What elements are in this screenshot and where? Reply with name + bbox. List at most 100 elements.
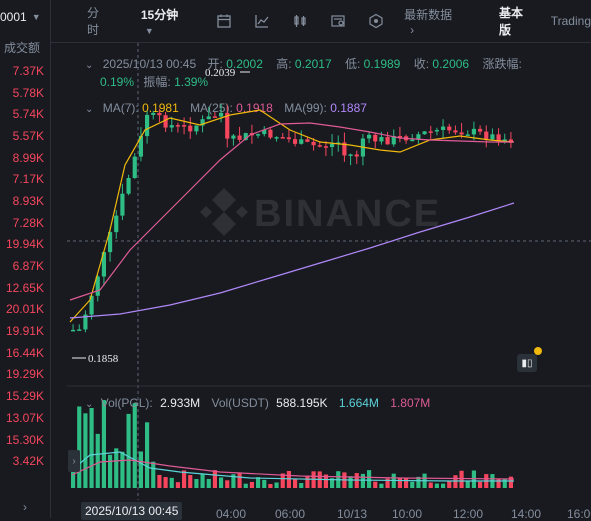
volume-info: ⌄ Vol(PGL): 2.933M Vol(USDT) 588.195K 1.… <box>85 396 430 410</box>
high-value: 0.2017 <box>294 57 332 71</box>
interval-selector[interactable]: 15分钟 ▼ <box>141 6 194 37</box>
candle-body <box>175 125 180 127</box>
chart-panel-toggle[interactable]: ▮▯ <box>517 354 537 372</box>
indicator-settings-icon[interactable] <box>330 13 346 29</box>
volume-list-item: 5.57K <box>12 128 44 143</box>
chevron-right-icon: › <box>410 22 415 37</box>
volume-list-item: 12.65K <box>5 280 44 295</box>
ma7-value: 0.1981 <box>142 101 179 115</box>
change-label: 涨跌幅: <box>482 57 522 71</box>
candle-body <box>354 154 359 157</box>
time-tick: 10:00 <box>392 507 423 521</box>
ma7-label: MA(7): <box>102 101 139 115</box>
candle-body <box>219 112 224 117</box>
chevron-down-icon[interactable]: ⌄ <box>85 104 94 115</box>
volume-bar <box>348 476 353 488</box>
hexagon-settings-icon[interactable] <box>368 13 384 29</box>
volume-bar <box>77 406 82 488</box>
volume-list-item: 5.78K <box>12 85 44 100</box>
volume-list-item: 8.93K <box>12 193 44 208</box>
chevron-right-icon[interactable]: › <box>23 500 27 514</box>
vol-ma-b-value: 1.807M <box>390 396 431 410</box>
vol-ma-b-line <box>71 459 515 480</box>
amplitude-label: 振幅: <box>143 75 171 89</box>
ma25-value: 0.1918 <box>236 101 273 115</box>
volume-list-item: 7.17K <box>12 172 44 187</box>
candle-body <box>373 134 378 142</box>
candlestick-icon[interactable] <box>292 13 308 29</box>
chart-toolbar: 分时 15分钟 ▼ 最新数据 › 基本版 Trading <box>51 0 591 43</box>
volume-bar <box>89 408 94 488</box>
candle-body <box>120 193 125 216</box>
volume-bar <box>219 477 224 488</box>
volume-bar <box>120 451 125 488</box>
candle-body <box>89 295 94 315</box>
candle-body <box>108 232 113 253</box>
line-chart-icon[interactable] <box>254 13 270 29</box>
tab-tradingview[interactable]: Trading <box>550 14 591 28</box>
volume-list-item: 5.74K <box>12 107 44 122</box>
calendar-icon[interactable] <box>216 13 232 29</box>
volume-list-item: 8.99K <box>12 150 44 165</box>
low-marker: 0.1858 <box>88 353 119 365</box>
watermark-text: BINANCE <box>254 193 441 235</box>
volume-bar <box>95 433 100 488</box>
candle-body <box>385 136 390 145</box>
candle-body <box>151 112 156 115</box>
volume-list-item: 19.29K <box>5 367 44 382</box>
candle-body <box>441 126 446 130</box>
vol-ma-a-value: 1.664M <box>338 396 379 410</box>
latest-data-label: 最新数据 <box>404 7 453 22</box>
candle-body <box>126 178 131 194</box>
left-volume-panel: 0001 ▼ 成交额 7.37K 5.78K 5.74K 5.57K 8.99K 7.17… <box>0 0 51 518</box>
volume-bar <box>256 477 261 488</box>
ma99-value: 0.1887 <box>330 101 367 115</box>
candle-body <box>367 134 372 139</box>
candle-body <box>508 139 513 143</box>
volume-bar <box>305 475 310 488</box>
candle-body <box>484 131 489 140</box>
chevron-down-icon: ▼ <box>31 12 41 22</box>
high-marker: 0.2039 <box>205 67 236 79</box>
vol-value: 2.933M <box>160 396 201 410</box>
volume-bar <box>453 475 458 488</box>
symbol-selector[interactable]: 0001 ▼ <box>0 0 50 34</box>
candle-body <box>188 125 193 132</box>
ma-lines-group <box>69 109 515 323</box>
volume-bar <box>428 482 433 488</box>
panel-divider <box>50 0 51 518</box>
time-tick: 12:00 <box>453 507 484 521</box>
tab-basic[interactable]: 基本版 <box>499 6 524 37</box>
volume-bar <box>225 480 230 488</box>
volume-list: 7.37K 5.78K 5.74K 5.57K 8.99K 7.17K 8.93K 7.28K… <box>0 60 50 472</box>
panel-icon: ▮▯ <box>521 357 533 369</box>
candle-body <box>471 128 476 135</box>
volume-bar <box>385 478 390 488</box>
vol-usdt-value: 588.195K <box>276 396 328 410</box>
time-tick: 06:00 <box>275 507 306 521</box>
close-label: 收: <box>413 57 430 71</box>
volume-bar <box>478 481 483 488</box>
candle-body <box>428 131 433 133</box>
volume-bar <box>410 481 415 488</box>
candle-body <box>293 139 298 144</box>
candle-body <box>231 135 236 139</box>
interval-label: 15分钟 <box>140 7 179 22</box>
chevron-down-icon[interactable]: ⌄ <box>85 399 94 410</box>
volume-bar <box>379 483 384 488</box>
chevron-down-icon[interactable]: ⌄ <box>85 60 94 71</box>
latest-data-button[interactable]: 最新数据 › <box>404 6 465 37</box>
volume-list-item: 7.28K <box>12 215 44 230</box>
scroll-left-button[interactable]: › <box>68 450 80 472</box>
candle-body <box>323 146 328 148</box>
notification-dot-icon <box>534 347 542 355</box>
volume-bar <box>416 476 421 488</box>
ma25-label: MA(25): <box>190 101 233 115</box>
tab-time[interactable]: 分时 <box>87 6 100 37</box>
amplitude-value: 1.39% <box>174 75 209 89</box>
volume-bar <box>163 477 168 488</box>
candle-body <box>416 134 421 140</box>
volume-bar <box>200 473 205 488</box>
volume-bar <box>268 483 273 488</box>
